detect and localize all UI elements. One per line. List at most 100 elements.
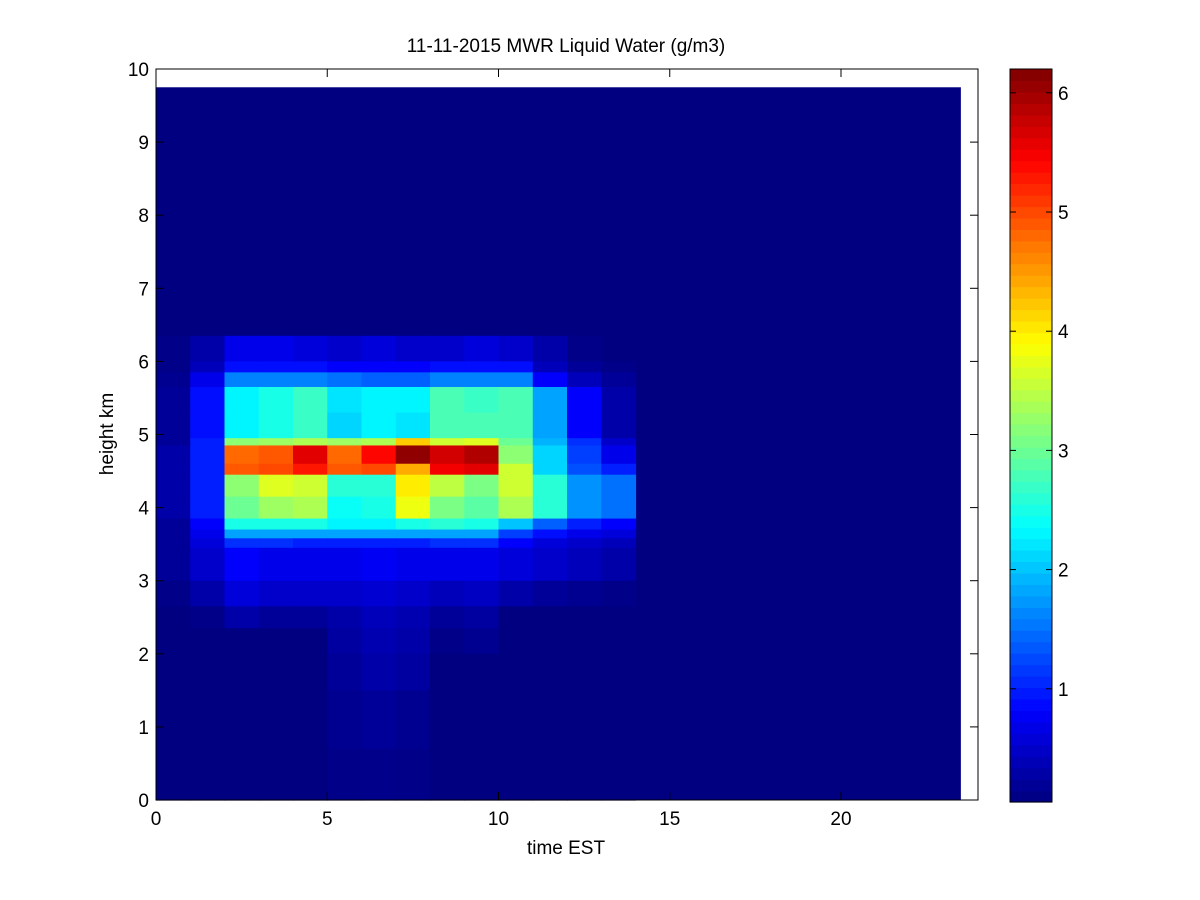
heatmap-cell [601, 653, 637, 691]
heatmap-cell [601, 445, 637, 465]
heatmap-cell [601, 438, 637, 447]
colorbar-swatch [1010, 286, 1052, 299]
heatmap-cell [567, 445, 602, 465]
heatmap-cell [464, 653, 500, 691]
heatmap-cell [395, 386, 431, 414]
heatmap-cell [498, 529, 534, 539]
x-axis: 0 5 10 15 20 [151, 69, 852, 830]
heatmap-cell [464, 547, 500, 582]
heatmap-cell [567, 372, 602, 388]
heatmap-cell [361, 518, 397, 531]
heatmap-cell [498, 547, 534, 582]
heatmap-cell [293, 580, 328, 607]
heatmap-cell [464, 606, 500, 629]
colorbar-swatch [1010, 676, 1052, 689]
heatmap-cell [224, 580, 260, 607]
heatmap-cell [395, 690, 431, 750]
heatmap-cell [224, 606, 260, 629]
heatmap-cell [224, 518, 260, 531]
heatmap-cell [395, 628, 431, 655]
heatmap-cell [498, 438, 534, 447]
heatmap-cell [361, 580, 397, 607]
heatmap-cell [190, 372, 226, 388]
heatmap-cell [601, 386, 637, 414]
heatmap-cell [190, 474, 226, 498]
colorbar-swatch [1010, 263, 1052, 276]
heatmap-cell [156, 547, 191, 582]
heatmap-cell [156, 335, 191, 362]
heatmap-cell [395, 518, 431, 531]
y-tick-label: 3 [138, 572, 149, 593]
heatmap-cell [498, 445, 534, 465]
heatmap-cell [395, 580, 431, 607]
colorbar-swatch [1010, 744, 1052, 757]
heatmap-cell [258, 653, 294, 691]
colorbar-tick-label: 6 [1058, 84, 1069, 105]
heatmap-cell [430, 538, 465, 549]
x-tick-label: 10 [488, 809, 509, 830]
heatmap-cell [464, 445, 500, 465]
x-tick-label: 20 [830, 809, 851, 830]
heatmap-cell [395, 412, 431, 439]
y-tick-label: 0 [138, 791, 149, 812]
heatmap-cell [567, 518, 602, 531]
heatmap-cell [293, 474, 328, 498]
heatmap-cell [190, 580, 226, 607]
heatmap-cell [224, 628, 260, 655]
colorbar-swatch [1010, 446, 1052, 460]
heatmap-cell [327, 547, 363, 582]
heatmap-cell [224, 538, 260, 549]
heatmap-cell [498, 474, 534, 498]
heatmap-cell [395, 529, 431, 539]
colorbar-swatch [1010, 687, 1052, 700]
heatmap-cell [532, 361, 568, 373]
heatmap-cell [567, 335, 602, 362]
heatmap-cell [601, 748, 637, 801]
heatmap-cell [258, 518, 294, 531]
y-tick-label: 5 [138, 426, 149, 447]
heatmap-cell [293, 372, 328, 388]
heatmap-cell [293, 496, 328, 520]
heatmap-cell [430, 606, 465, 629]
heatmap-cell [156, 518, 191, 531]
heatmap-cell [430, 690, 465, 750]
heatmap-cell [464, 748, 500, 801]
colorbar-swatch [1010, 366, 1052, 379]
heatmap-cell [361, 412, 397, 439]
heatmap-cell [532, 547, 568, 582]
heatmap-cell [224, 748, 260, 801]
heatmap-cell [327, 412, 363, 439]
heatmap-cell [258, 690, 294, 750]
colorbar-swatch [1010, 91, 1052, 104]
colorbar-swatch [1010, 733, 1052, 746]
heatmap-cell [498, 463, 534, 476]
y-axis: 0 1 2 3 4 5 6 7 8 9 10 [128, 60, 978, 812]
heatmap-cell [464, 529, 500, 539]
heatmap-cell [498, 496, 534, 520]
heatmap-cell [327, 474, 363, 498]
heatmap-cell [567, 361, 602, 373]
heatmap-cell [190, 547, 226, 582]
heatmap-cell [498, 653, 534, 691]
heatmap-cell [327, 438, 363, 447]
heatmap-cell [498, 335, 534, 362]
heatmap-cell [498, 748, 534, 801]
heatmap-cell [156, 690, 191, 750]
heatmap-cell [156, 496, 191, 520]
colorbar-swatch [1010, 298, 1052, 311]
heatmap-cell [532, 474, 568, 498]
heatmap-cell [601, 372, 637, 388]
heatmap-cell [464, 538, 500, 549]
heatmap-cell [430, 580, 465, 607]
heatmap-cell [190, 538, 226, 549]
heatmap-cell [430, 474, 465, 498]
colorbar-tick-label: 3 [1058, 441, 1069, 462]
heatmap-cell [224, 653, 260, 691]
heatmap-cell [156, 438, 191, 447]
heatmap-cell [293, 361, 328, 373]
heatmap-cell [532, 538, 568, 549]
heatmap-cell [532, 386, 568, 414]
heatmap-cell [601, 412, 637, 439]
chart-title: 11-11-2015 MWR Liquid Water (g/m3) [407, 36, 726, 57]
